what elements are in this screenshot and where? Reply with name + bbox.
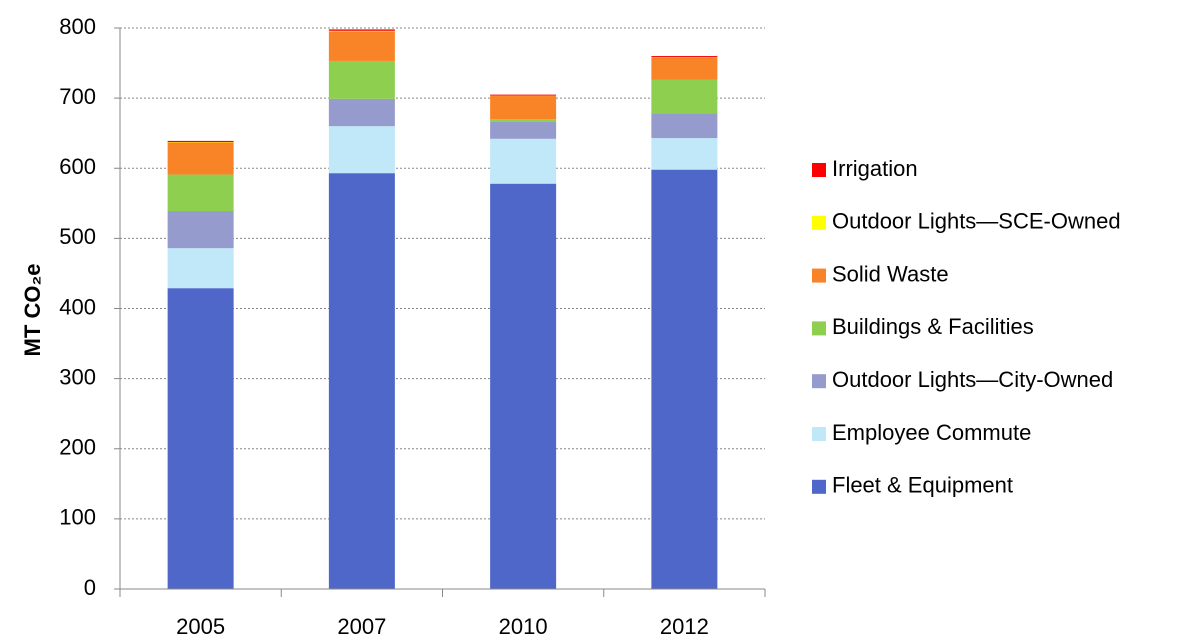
bar-segment [651, 80, 717, 114]
bar-segment [168, 143, 234, 175]
legend-swatch [812, 480, 826, 494]
bar-segment [168, 175, 234, 211]
bar-segment [329, 32, 395, 61]
bar-segment [168, 141, 234, 142]
bar-segment [651, 138, 717, 170]
bar-segment [329, 126, 395, 173]
y-axis-label: MT CO₂e [20, 264, 45, 357]
y-tick-label: 200 [59, 435, 96, 460]
legend-swatch [812, 269, 826, 283]
x-tick-label: 2007 [337, 614, 386, 639]
x-tick-label: 2010 [499, 614, 548, 639]
legend-label: Buildings & Facilities [832, 314, 1034, 339]
bar-segment [168, 211, 234, 248]
bar-segment [490, 184, 556, 589]
y-tick-label: 800 [59, 14, 96, 39]
y-tick-label: 300 [59, 364, 96, 389]
y-tick-label: 500 [59, 224, 96, 249]
bar-segment [490, 122, 556, 139]
bar-segment [490, 139, 556, 184]
y-tick-label: 700 [59, 84, 96, 109]
bar-segment [329, 173, 395, 589]
legend-swatch [812, 374, 826, 388]
x-tick-label: 2005 [176, 614, 225, 639]
bar-segment [329, 99, 395, 126]
bar-segment [651, 56, 717, 57]
legend-label: Irrigation [832, 156, 918, 181]
bar-segment [329, 61, 395, 99]
bar-segment [329, 29, 395, 30]
bar-segment [168, 248, 234, 288]
bar-segment [651, 57, 717, 79]
legend-label: Outdoor Lights—City-Owned [832, 367, 1113, 392]
y-tick-label: 600 [59, 154, 96, 179]
legend-swatch [812, 163, 826, 177]
bar-segment [651, 170, 717, 589]
legend-label: Outdoor Lights—SCE-Owned [832, 209, 1121, 234]
y-tick-label: 100 [59, 505, 96, 530]
legend-swatch [812, 216, 826, 230]
y-tick-label: 0 [84, 575, 96, 600]
bar-segment [490, 119, 556, 122]
bar-segment [490, 96, 556, 119]
legend-label: Employee Commute [832, 420, 1031, 445]
legend-swatch [812, 427, 826, 441]
legend-label: Fleet & Equipment [832, 473, 1013, 498]
y-tick-label: 400 [59, 294, 96, 319]
legend-label: Solid Waste [832, 261, 949, 286]
bar-segment [490, 95, 556, 96]
bar-segment [168, 288, 234, 589]
x-tick-label: 2012 [660, 614, 709, 639]
legend-swatch [812, 321, 826, 335]
bar-segment [651, 114, 717, 139]
bar-segment [168, 142, 234, 143]
bar-segment [329, 31, 395, 32]
